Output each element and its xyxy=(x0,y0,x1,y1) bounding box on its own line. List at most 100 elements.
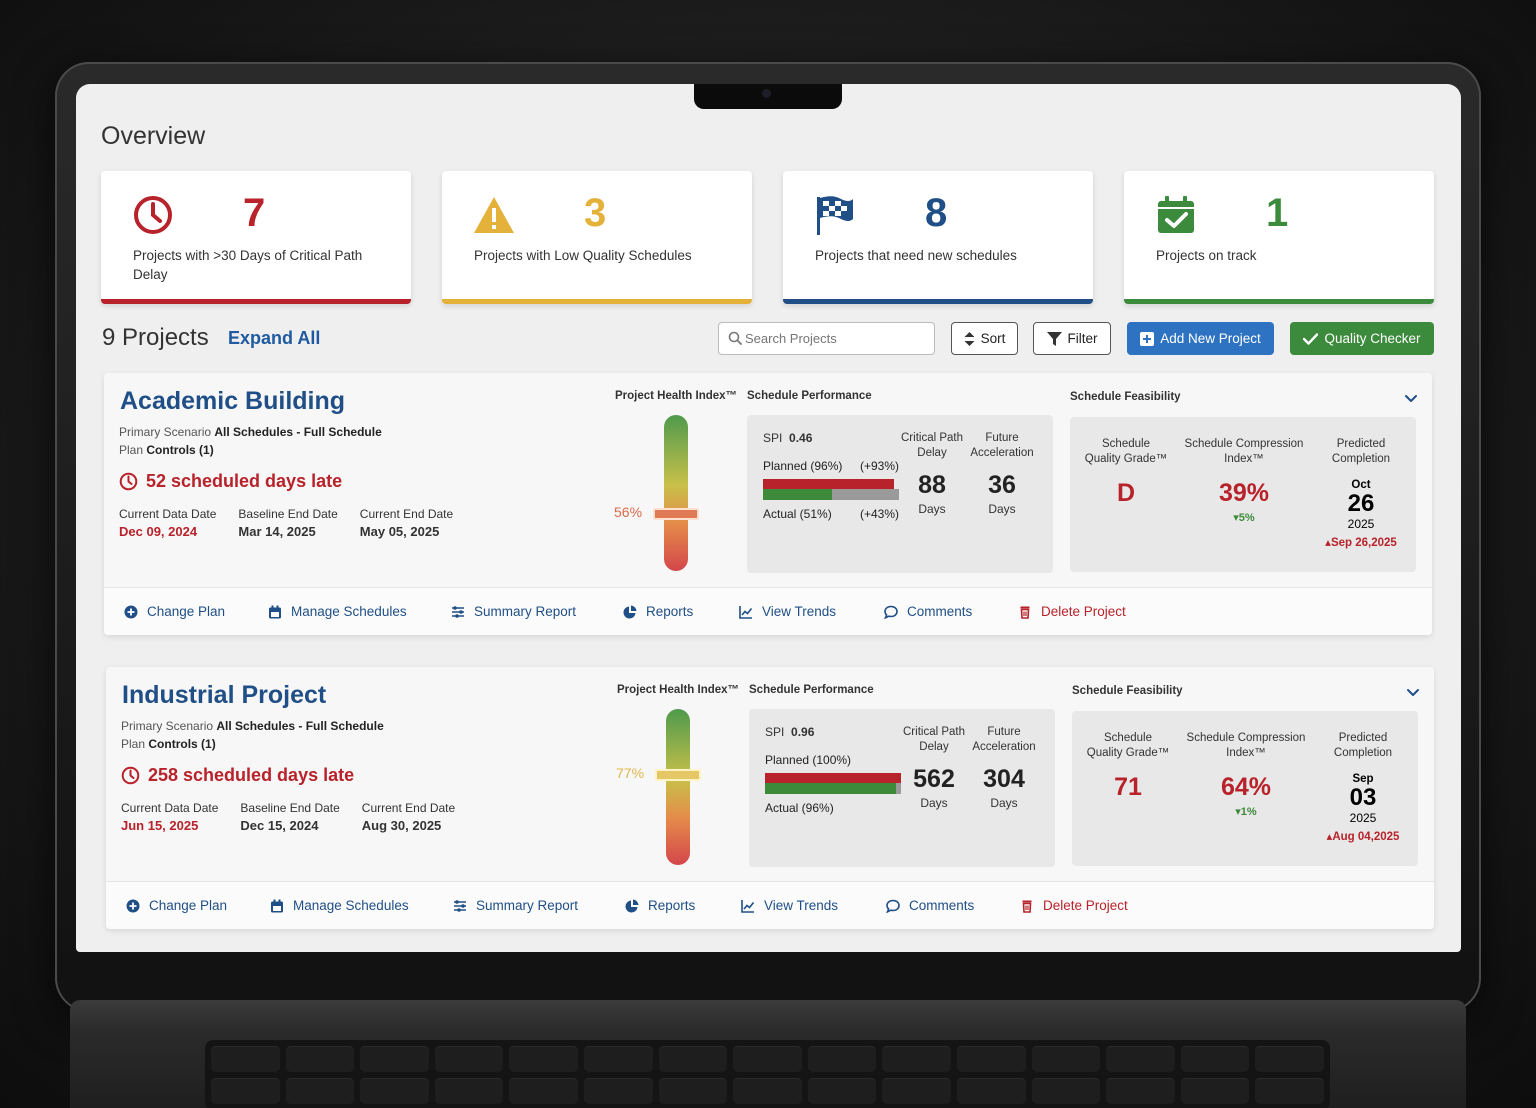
spi-label: SPI xyxy=(763,431,783,445)
reports-button[interactable]: Reports xyxy=(623,604,693,619)
predicted-month: Sep xyxy=(1352,773,1374,785)
add-new-project-label: Add New Project xyxy=(1160,331,1261,346)
planned-delta: (+93%) xyxy=(859,459,899,473)
future-acceleration-value: 36 xyxy=(988,471,1016,499)
schedule-feasibility-label: Schedule Feasibility xyxy=(1072,685,1183,697)
predicted-label-2: Completion xyxy=(1333,747,1393,759)
schedule-quality-grade: Schedule Quality Grade™ 71 xyxy=(1082,731,1174,802)
delete-project-button[interactable]: Delete Project xyxy=(1018,604,1126,619)
manage-schedules-button[interactable]: Manage Schedules xyxy=(270,898,409,913)
search-input[interactable] xyxy=(718,322,935,355)
plan-value: Controls (1) xyxy=(146,443,214,457)
predicted-previous: ▴Aug 04,2025 xyxy=(1326,831,1400,843)
change-plan-label: Change Plan xyxy=(149,898,228,913)
manage-schedules-button[interactable]: Manage Schedules xyxy=(268,604,407,619)
current-end-date: Current End Date May 05, 2025 xyxy=(360,507,453,539)
stat-bar xyxy=(442,299,752,304)
stat-number: 7 xyxy=(243,191,266,235)
current-end-date-value: May 05, 2025 xyxy=(359,524,440,539)
stat-bar xyxy=(101,299,411,304)
predicted-label-2: Completion xyxy=(1331,453,1391,465)
spi: SPI 0.96 xyxy=(765,725,814,739)
primary-scenario-value: All Schedules - Full Schedule xyxy=(214,425,382,439)
delete-project-button[interactable]: Delete Project xyxy=(1020,898,1128,913)
critical-path-delay-unit: Days xyxy=(920,796,948,810)
stat-label: Projects that need new schedules xyxy=(815,248,1017,263)
current-data-date-value: Jun 15, 2025 xyxy=(121,818,199,833)
actual-bar xyxy=(765,783,896,794)
predicted-day: 03 xyxy=(1349,784,1377,811)
future-acceleration: Future Acceleration 36 Days xyxy=(967,431,1037,516)
compression-label-2: Index™ xyxy=(1226,747,1266,759)
view-trends-button[interactable]: View Trends xyxy=(741,898,838,913)
change-plan-button[interactable]: Change Plan xyxy=(126,898,227,913)
current-end-date-label: Current End Date xyxy=(359,507,454,521)
primary-scenario-label: Primary Scenario xyxy=(119,425,212,439)
actual-progress: Actual (51%) (+43%) xyxy=(763,507,899,521)
critical-path-delay: Critical Path Delay 88 Days xyxy=(897,431,967,516)
baseline-end-date-label: Baseline End Date xyxy=(240,801,340,815)
view-trends-label: View Trends xyxy=(762,604,837,619)
baseline-end-date: Baseline End Date Dec 15, 2024 xyxy=(240,801,339,833)
current-end-date: Current End Date Aug 30, 2025 xyxy=(362,801,455,833)
predicted-year: 2025 xyxy=(1349,811,1377,825)
compression-value: 39% xyxy=(1218,479,1270,507)
search-icon xyxy=(728,331,742,345)
compression-delta: ▾1% xyxy=(1235,806,1257,818)
predicted-label-1: Predicted xyxy=(1338,732,1388,744)
dates: Current Data Date Dec 09, 2024 Baseline … xyxy=(119,507,453,539)
plus-circle-icon xyxy=(126,899,140,912)
critical-path-delay-label-2: Delay xyxy=(919,741,949,753)
compression-label-2: Index™ xyxy=(1224,453,1264,465)
health-index-gauge xyxy=(666,709,690,865)
quality-grade-label-2: Quality Grade™ xyxy=(1086,747,1170,759)
sliders-icon xyxy=(454,899,466,912)
chevron-down-icon[interactable] xyxy=(1404,391,1418,405)
project-name[interactable]: Industrial Project xyxy=(122,681,327,709)
view-trends-label: View Trends xyxy=(764,898,839,913)
stat-card-new-schedules[interactable]: 8 Projects that need new schedules xyxy=(783,171,1093,304)
view-trends-button[interactable]: View Trends xyxy=(739,604,836,619)
stat-card-low-quality[interactable]: 3 Projects with Low Quality Schedules xyxy=(442,171,752,304)
current-data-date-label: Current Data Date xyxy=(121,801,219,815)
sort-icon xyxy=(964,331,975,346)
schedule-compression-index: Schedule Compression Index™ 39% ▾5% xyxy=(1174,437,1314,524)
comments-button[interactable]: Comments xyxy=(884,604,972,619)
summary-report-button[interactable]: Summary Report xyxy=(453,898,578,913)
stat-card-critical-delay[interactable]: 7 Projects with >30 Days of Critical Pat… xyxy=(101,171,411,304)
reports-button[interactable]: Reports xyxy=(625,898,695,913)
calendar-icon xyxy=(271,899,283,912)
add-new-project-button[interactable]: Add New Project xyxy=(1127,322,1274,355)
chevron-down-icon[interactable] xyxy=(1406,685,1420,699)
stat-bar xyxy=(1124,299,1434,304)
current-end-date-value: Aug 30, 2025 xyxy=(361,818,442,833)
pie-chart-icon xyxy=(623,605,637,618)
change-plan-button[interactable]: Change Plan xyxy=(124,604,225,619)
stat-card-on-track[interactable]: 1 Projects on track xyxy=(1124,171,1434,304)
manage-schedules-label: Manage Schedules xyxy=(291,604,407,619)
compression-label-1: Schedule Compression xyxy=(1184,438,1304,450)
calendar-icon xyxy=(269,605,281,618)
schedule-feasibility-panel: Schedule Quality Grade™ 71 Schedule Comp… xyxy=(1072,711,1418,866)
comments-button[interactable]: Comments xyxy=(886,898,974,913)
trash-icon xyxy=(1022,900,1032,913)
critical-path-delay-label-1: Critical Path xyxy=(903,726,965,738)
predicted-month: Oct xyxy=(1351,479,1371,491)
sort-label: Sort xyxy=(980,331,1006,346)
project-name[interactable]: Academic Building xyxy=(120,387,346,415)
spi: SPI 0.46 xyxy=(763,431,812,445)
calendar-check-icon xyxy=(1158,196,1194,233)
current-data-date: Current Data Date Jun 15, 2025 xyxy=(121,801,218,833)
sort-button[interactable]: Sort xyxy=(951,322,1018,355)
summary-report-label: Summary Report xyxy=(476,898,579,913)
quality-checker-button[interactable]: Quality Checker xyxy=(1290,322,1434,355)
filter-button[interactable]: Filter xyxy=(1033,322,1111,355)
comments-label: Comments xyxy=(909,898,975,913)
baseline-end-date-value: Dec 15, 2024 xyxy=(240,818,319,833)
baseline-end-date-label: Baseline End Date xyxy=(238,507,338,521)
actual-label: Actual (51%) xyxy=(763,507,832,521)
schedule-performance-panel: SPI 0.96 Planned (100%) Actual (96%) Cri… xyxy=(749,709,1055,867)
schedule-feasibility-panel: Schedule Quality Grade™ D Schedule Compr… xyxy=(1070,417,1416,572)
expand-all-link[interactable]: Expand All xyxy=(228,328,321,348)
summary-report-button[interactable]: Summary Report xyxy=(451,604,576,619)
